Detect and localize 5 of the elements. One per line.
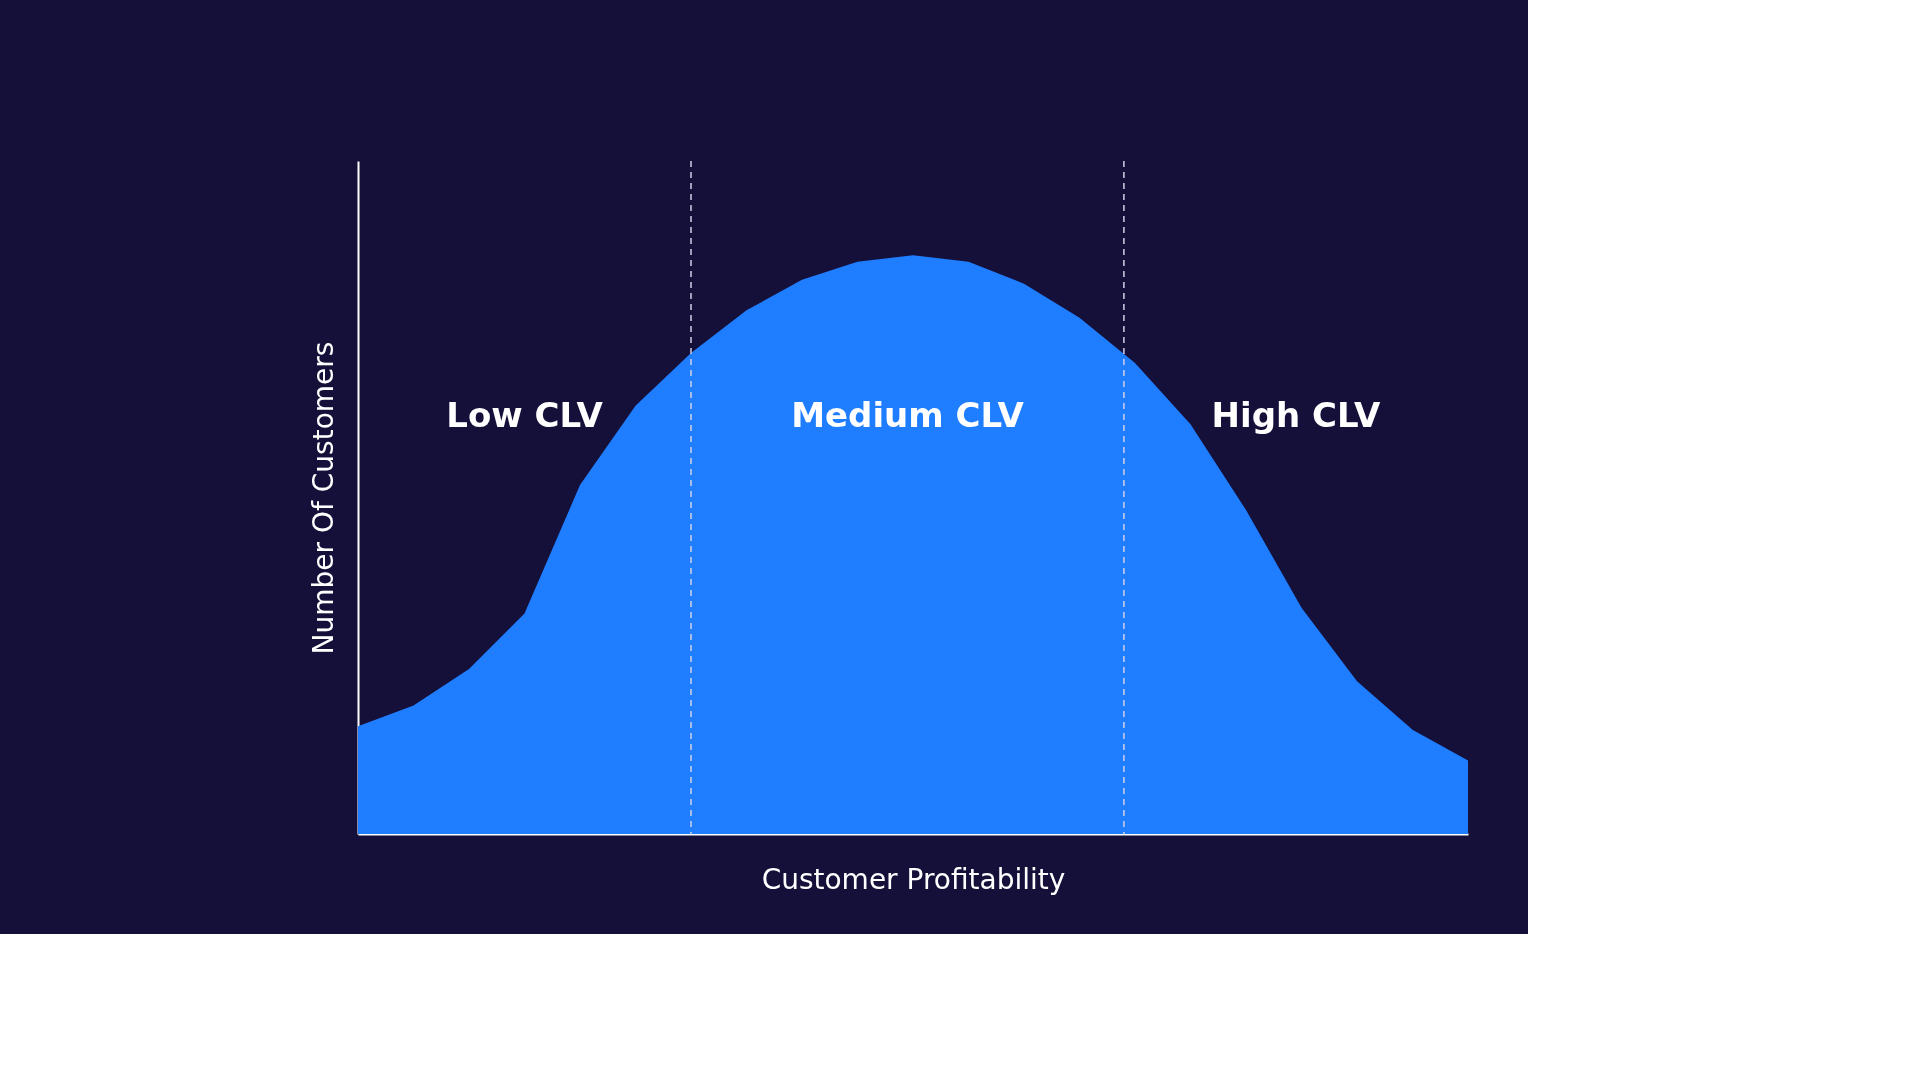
annotation: Medium CLV	[791, 394, 1025, 435]
annotation: Low CLV	[446, 394, 604, 435]
y-axis-title: Number Of Customers	[306, 341, 340, 655]
x-axis-title: Customer Profitability	[761, 862, 1066, 896]
annotation: High CLV	[1211, 394, 1381, 435]
